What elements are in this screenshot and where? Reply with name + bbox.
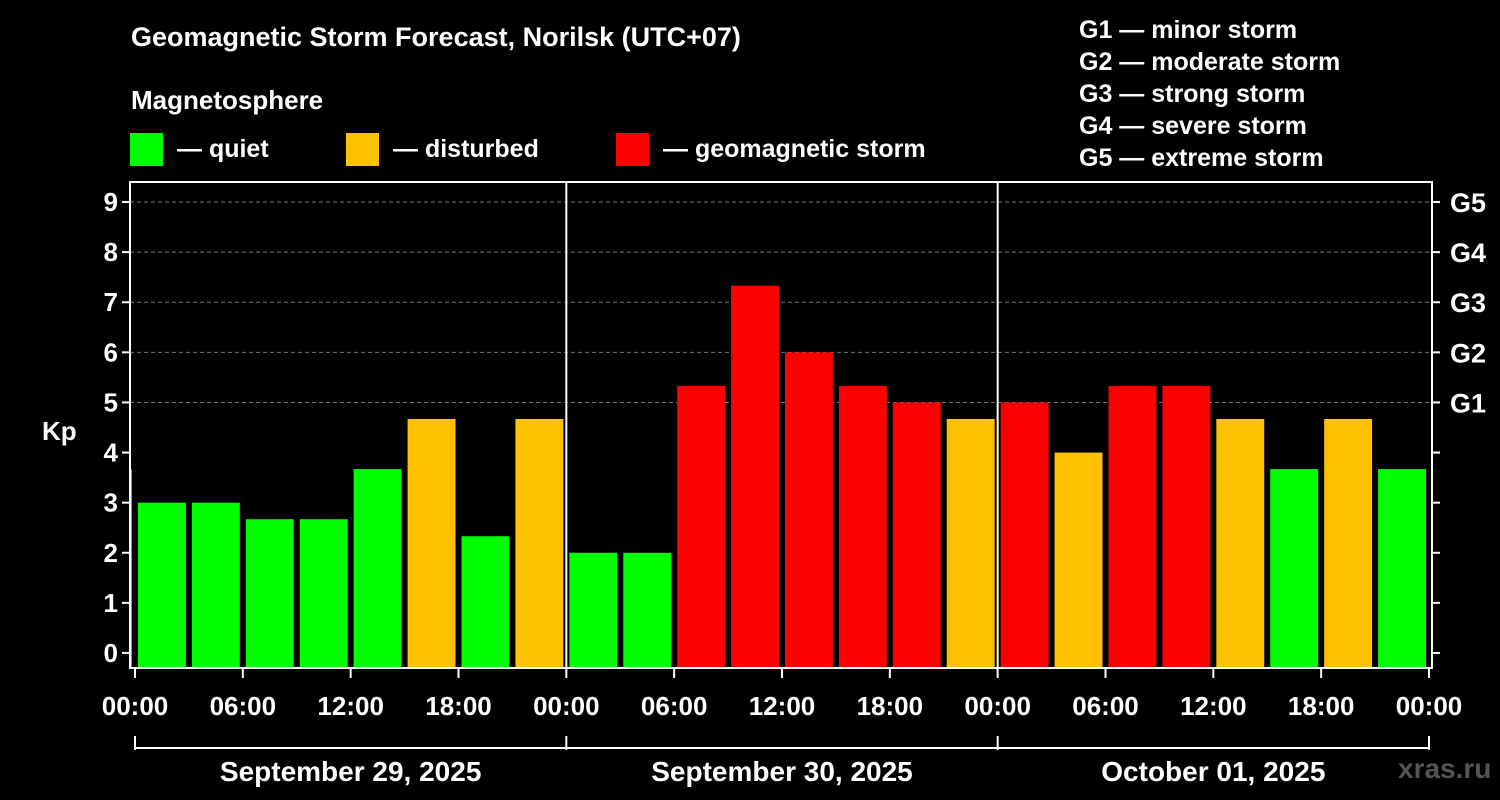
bar-9: [569, 552, 618, 668]
bar-11: [677, 385, 726, 668]
watermark: xras.ru: [1398, 753, 1492, 784]
legend-item-quiet: — quiet: [130, 133, 269, 166]
x-tick-label-5: 06:00: [641, 691, 708, 721]
legend-item-storm: — geomagnetic storm: [616, 133, 926, 166]
bar-19: [1108, 385, 1157, 668]
bar-3: [245, 519, 294, 668]
bar-0: [131, 469, 132, 668]
day-label-0: September 29, 2025: [220, 756, 482, 787]
magnetosphere-label: Magnetosphere: [131, 85, 324, 115]
x-tick-label-2: 12:00: [317, 691, 384, 721]
g-scale-legend: G1 — minor storm G2 — moderate storm G3 …: [1079, 14, 1340, 174]
x-tick-label-10: 12:00: [1180, 691, 1247, 721]
y-tick-label-5: 5: [104, 387, 118, 417]
right-axis-label-g2: G2: [1450, 338, 1486, 368]
x-tick-label-7: 18:00: [857, 691, 924, 721]
x-tick-label-0: 00:00: [102, 691, 169, 721]
bar-12: [731, 285, 779, 668]
legend-item-disturbed: — disturbed: [346, 133, 539, 166]
y-tick-label-7: 7: [104, 287, 118, 317]
bar-13: [785, 352, 833, 668]
bar-4: [299, 519, 348, 668]
g-scale-g4: G4 — severe storm: [1079, 112, 1307, 140]
right-axis-label-g1: G1: [1450, 388, 1486, 418]
bar-6: [407, 418, 456, 668]
legend-swatch-storm: [616, 133, 649, 166]
bar-17: [1000, 402, 1049, 668]
bar-10: [623, 552, 672, 668]
bar-5: [353, 469, 402, 668]
y-tick-label-1: 1: [104, 588, 118, 618]
g-scale-g3: G3 — strong storm: [1079, 80, 1306, 108]
legend-label-disturbed: — disturbed: [393, 135, 539, 163]
chart-title: Geomagnetic Storm Forecast, Norilsk (UTC…: [131, 22, 741, 52]
bar-1: [138, 502, 186, 668]
bar-20: [1162, 385, 1211, 668]
bar-21: [1216, 418, 1265, 668]
y-tick-label-2: 2: [104, 538, 118, 568]
x-tick-label-1: 06:00: [210, 691, 277, 721]
bars-group: [131, 285, 1426, 668]
bar-16: [946, 418, 995, 668]
bar-24: [1378, 469, 1426, 668]
bar-7: [461, 536, 510, 668]
y-tick-label-6: 6: [104, 337, 118, 367]
g-scale-g2: G2 — moderate storm: [1079, 48, 1341, 76]
x-tick-label-12: 00:00: [1396, 691, 1463, 721]
y-tick-label-0: 0: [104, 638, 118, 668]
right-axis-label-g3: G3: [1450, 288, 1486, 318]
y-tick-label-8: 8: [104, 237, 118, 267]
bar-18: [1054, 452, 1103, 668]
legend-label-quiet: — quiet: [177, 135, 269, 163]
y-axis-title: Kp: [42, 416, 77, 446]
legend-swatch-disturbed: [346, 133, 379, 166]
x-tick-label-4: 00:00: [533, 691, 600, 721]
legend-swatch-quiet: [130, 133, 163, 166]
g-scale-g5: G5 — extreme storm: [1079, 144, 1324, 172]
x-tick-label-6: 12:00: [749, 691, 816, 721]
bar-22: [1270, 469, 1319, 668]
x-tick-label-9: 06:00: [1072, 691, 1139, 721]
bar-2: [191, 502, 240, 668]
y-tick-label-9: 9: [104, 187, 118, 217]
day-label-2: October 01, 2025: [1101, 756, 1325, 787]
bar-8: [515, 418, 564, 668]
legend-label-storm: — geomagnetic storm: [663, 135, 926, 163]
x-tick-label-3: 18:00: [425, 691, 492, 721]
day-label-1: September 30, 2025: [651, 756, 913, 787]
x-tick-label-11: 18:00: [1288, 691, 1355, 721]
bar-15: [892, 402, 941, 668]
y-tick-label-4: 4: [104, 438, 119, 468]
y-tick-label-3: 3: [104, 488, 118, 518]
bar-23: [1324, 418, 1373, 668]
bar-14: [838, 385, 887, 668]
x-tick-label-8: 00:00: [964, 691, 1031, 721]
right-axis-label-g5: G5: [1450, 188, 1486, 218]
g-scale-g1: G1 — minor storm: [1079, 16, 1298, 44]
right-axis-label-g4: G4: [1450, 238, 1486, 268]
